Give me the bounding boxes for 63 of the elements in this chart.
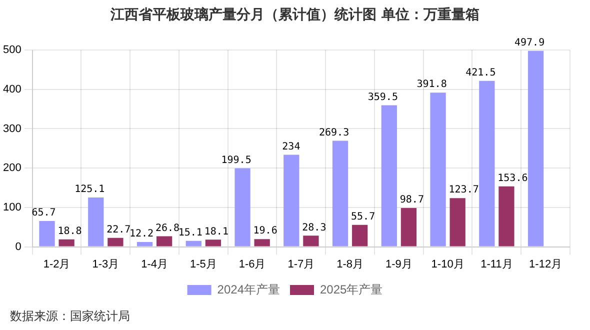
x-tick-label: 1-8月 (336, 258, 364, 270)
data-label: 98.7 (400, 194, 424, 206)
data-label: 18.1 (204, 226, 228, 238)
data-label: 65.7 (32, 208, 56, 219)
x-tick-label: 1-7月 (288, 258, 315, 270)
legend-label: 2025年产量 (320, 282, 383, 296)
bar (39, 220, 55, 246)
x-tick-label: 1-12月 (529, 258, 562, 270)
bar (381, 105, 397, 246)
data-label: 18.8 (58, 226, 82, 237)
data-label: 234 (282, 141, 300, 152)
x-tick-label: 1-4月 (141, 258, 168, 270)
bar (450, 198, 466, 246)
x-tick-label: 1-9月 (385, 258, 412, 270)
bar (332, 140, 348, 246)
x-tick-label: 1-10月 (431, 258, 464, 270)
data-label: 421.5 (466, 67, 496, 78)
y-tick-label: 500 (2, 44, 22, 56)
bar (352, 224, 368, 246)
bar (303, 236, 319, 246)
data-label: 153.6 (498, 172, 528, 184)
bar (88, 198, 104, 246)
x-tick-label: 1-2月 (43, 258, 70, 270)
bar (498, 186, 514, 246)
x-tick-label: 1-6月 (238, 258, 266, 270)
data-label: 55.7 (351, 211, 376, 222)
bar (528, 50, 544, 246)
bar (186, 240, 202, 246)
y-tick-label: 100 (2, 201, 22, 214)
data-label: 391.8 (416, 79, 447, 90)
bar (136, 242, 153, 246)
data-label: 359.5 (368, 92, 398, 103)
x-tick-label: 1-11月 (480, 258, 513, 270)
bar (254, 239, 270, 246)
legend-label: 2024年产量 (217, 282, 280, 296)
bar (58, 239, 74, 246)
data-label: 26.8 (156, 222, 180, 234)
data-label: 19.6 (253, 226, 278, 237)
y-tick-label: 400 (2, 83, 22, 96)
data-label: 497.9 (514, 37, 545, 48)
bar (234, 168, 250, 246)
x-tick-label: 1-5月 (190, 258, 217, 270)
source-note: 数据来源：国家统计局 (10, 308, 130, 325)
y-tick-label: 0 (15, 240, 22, 253)
data-label: 22.7 (106, 224, 131, 236)
data-label: 28.3 (302, 222, 326, 234)
data-label: 123.7 (448, 184, 479, 196)
data-label: 269.3 (318, 127, 350, 138)
data-label: 15.1 (178, 227, 202, 238)
y-tick-label: 300 (2, 122, 22, 135)
bar (479, 80, 495, 246)
data-label: 199.5 (221, 154, 252, 166)
chart-title: 江西省平板玻璃产量分月（累计值）统计图 单位：万重量箱 (110, 6, 480, 24)
x-tick-label: 1-3月 (92, 258, 120, 270)
data-label: 12.2 (129, 228, 154, 240)
data-label: 125.1 (74, 184, 105, 196)
bar (108, 238, 124, 246)
bar (400, 208, 417, 246)
bar (284, 154, 300, 246)
bar (205, 240, 222, 246)
bar (156, 236, 172, 246)
y-tick-label: 200 (2, 162, 22, 174)
bar (430, 92, 446, 246)
